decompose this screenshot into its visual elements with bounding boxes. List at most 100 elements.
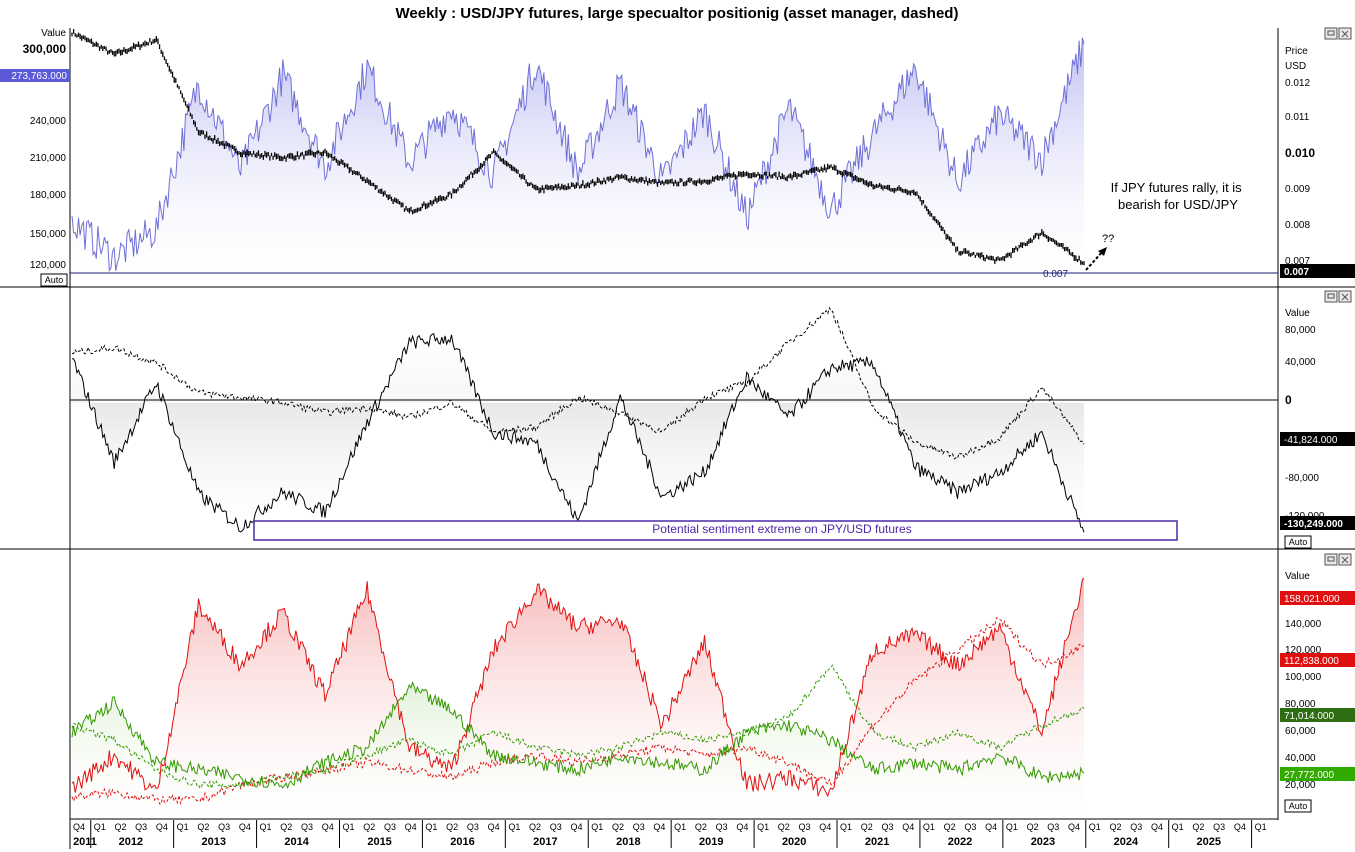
x-tick-quarter: Q1 bbox=[1172, 822, 1184, 832]
panel1-annotation-line1: If JPY futures rally, it is bbox=[1111, 180, 1243, 195]
x-tick-year: 2017 bbox=[533, 836, 557, 848]
x-tick-quarter: Q3 bbox=[301, 822, 313, 832]
panel2-badge-dashed-value: -41,824.000 bbox=[1284, 435, 1338, 446]
panel3-right-tick: 100,000 bbox=[1285, 672, 1322, 683]
x-tick-year: 2019 bbox=[699, 836, 723, 848]
x-tick-year: 2013 bbox=[202, 836, 226, 848]
panel1-right-badge bbox=[1280, 264, 1355, 278]
x-tick-quarter: Q3 bbox=[467, 822, 479, 832]
x-tick-quarter: Q3 bbox=[218, 822, 230, 832]
panel3-badge-short-dashed bbox=[1280, 653, 1355, 667]
panel2-window-controls bbox=[1324, 290, 1352, 303]
panel3-right-tick: 140,000 bbox=[1285, 619, 1322, 630]
x-tick-quarter: Q4 bbox=[736, 822, 748, 832]
x-tick-quarter: Q4 bbox=[902, 822, 914, 832]
x-tick-quarter: Q1 bbox=[177, 822, 189, 832]
panel1-right-tick: 0.010 bbox=[1285, 146, 1315, 160]
x-tick-quarter: Q2 bbox=[1109, 822, 1121, 832]
panel2-plot bbox=[71, 306, 1085, 533]
panel1-right-tick: 0.009 bbox=[1285, 184, 1310, 195]
panel3-auto-button[interactable] bbox=[1284, 799, 1312, 813]
x-tick-year: 2012 bbox=[119, 836, 143, 848]
jpy-futures-area bbox=[72, 37, 1084, 274]
panel1-auto-label: Auto bbox=[45, 275, 64, 285]
x-tick-quarter: Q1 bbox=[674, 822, 686, 832]
x-tick-quarter: Q1 bbox=[425, 822, 437, 832]
x-tick-quarter: Q2 bbox=[446, 822, 458, 832]
x-tick-quarter: Q1 bbox=[342, 822, 354, 832]
restore-icon[interactable] bbox=[1324, 290, 1338, 303]
x-tick-year: 2020 bbox=[782, 836, 806, 848]
panel1-arrow-head bbox=[1098, 247, 1107, 256]
x-tick-quarter: Q4 bbox=[1234, 822, 1246, 832]
x-axis: Q4 Q1 Q2 Q3 Q4 Q1 Q2 Q3 Q4 Q1 Q2 Q3 Q4 Q1 Q2 Q3 Q4 Q1 Q2 Q3… bbox=[73, 820, 1267, 848]
panel1-left-tick: 120,000 bbox=[30, 260, 67, 271]
x-tick-quarter: Q4 bbox=[819, 822, 831, 832]
x-tick-year: 2016 bbox=[450, 836, 474, 848]
close-icon-glyph bbox=[1341, 556, 1349, 564]
panel2-right-tick: 0 bbox=[1285, 393, 1292, 407]
panel3-badge-short-value: 158,021.000 bbox=[1284, 594, 1340, 605]
x-tick-year: 2025 bbox=[1197, 836, 1221, 848]
x-tick-quarter: Q1 bbox=[757, 822, 769, 832]
x-tick-quarter: Q3 bbox=[1213, 822, 1225, 832]
x-tick-quarter: Q2 bbox=[1027, 822, 1039, 832]
close-icon-glyph bbox=[1341, 30, 1349, 38]
panel1-left-badge-value: 273,763.000 bbox=[11, 71, 67, 82]
x-tick-year: 2023 bbox=[1031, 836, 1055, 848]
panel1-right-tick: 0.012 bbox=[1285, 78, 1310, 89]
panel1-annotation-line2: bearish for USD/JPY bbox=[1118, 197, 1238, 212]
panel3-auto-label: Auto bbox=[1289, 801, 1308, 811]
x-tick-quarter: Q1 bbox=[923, 822, 935, 832]
x-tick-quarter: Q1 bbox=[508, 822, 520, 832]
restore-icon-glyph bbox=[1327, 293, 1335, 299]
panel1-auto-button[interactable] bbox=[40, 273, 68, 287]
panel1-question: ?? bbox=[1102, 233, 1114, 245]
x-tick-quarter: Q2 bbox=[695, 822, 707, 832]
longs-dashed-line bbox=[71, 664, 1085, 790]
x-tick-quarter: Q3 bbox=[384, 822, 396, 832]
panel3-right-axis-title: Value bbox=[1285, 571, 1310, 582]
x-tick-quarter: Q1 bbox=[1089, 822, 1101, 832]
panel1-left-tick: 150,000 bbox=[30, 229, 67, 240]
panel1-left-badge bbox=[0, 69, 70, 82]
x-tick-quarter: Q1 bbox=[1006, 822, 1018, 832]
longs-line bbox=[71, 681, 1085, 790]
restore-icon[interactable] bbox=[1324, 27, 1338, 40]
x-tick-quarter: Q2 bbox=[1192, 822, 1204, 832]
x-tick-quarter: Q3 bbox=[964, 822, 976, 832]
x-tick-quarter: Q1 bbox=[1255, 822, 1267, 832]
x-tick-quarter: Q2 bbox=[778, 822, 790, 832]
panel2-right-tick: 80,000 bbox=[1285, 325, 1316, 336]
x-tick-quarter: Q3 bbox=[1047, 822, 1059, 832]
panel3-right-tick: 40,000 bbox=[1285, 753, 1316, 764]
asset-manager-dashed-line bbox=[71, 306, 1085, 460]
x-tick-quarter: Q1 bbox=[591, 822, 603, 832]
panel1-left-tick: 300,000 bbox=[23, 42, 67, 56]
x-tick-quarter: Q2 bbox=[197, 822, 209, 832]
x-tick-quarter: Q2 bbox=[612, 822, 624, 832]
panel3-badge-long-value: 27,772.000 bbox=[1284, 770, 1334, 781]
panel3-badge-long-dashed bbox=[1280, 708, 1355, 722]
chart-title: Weekly : USD/JPY futures, large specualt… bbox=[396, 5, 959, 22]
panel3-badge-short bbox=[1280, 591, 1355, 605]
panel2-badge-dashed bbox=[1280, 432, 1355, 446]
panel3-right-tick: 60,000 bbox=[1285, 726, 1316, 737]
panel1-right-axis-unit: USD bbox=[1285, 61, 1306, 72]
x-tick-quarter: Q3 bbox=[633, 822, 645, 832]
restore-icon-glyph bbox=[1327, 556, 1335, 562]
panel2-auto-button[interactable] bbox=[1284, 535, 1312, 549]
x-tick-quarter: Q4 bbox=[653, 822, 665, 832]
panel1-right-badge-value: 0.007 bbox=[1284, 267, 1309, 278]
panel1-plot bbox=[71, 28, 1085, 274]
panel3-right-tick: 120,000 bbox=[1285, 645, 1322, 656]
restore-icon[interactable] bbox=[1324, 553, 1338, 566]
net-negative-area bbox=[72, 402, 1084, 533]
x-tick-quarter: Q1 bbox=[260, 822, 272, 832]
x-tick-year: 2014 bbox=[284, 836, 309, 848]
sentiment-extreme-label: Potential sentiment extreme on JPY/USD f… bbox=[652, 522, 911, 536]
x-tick-quarter: Q4 bbox=[156, 822, 168, 832]
close-icon-glyph bbox=[1341, 293, 1349, 301]
x-tick-quarter: Q4 bbox=[73, 822, 85, 832]
